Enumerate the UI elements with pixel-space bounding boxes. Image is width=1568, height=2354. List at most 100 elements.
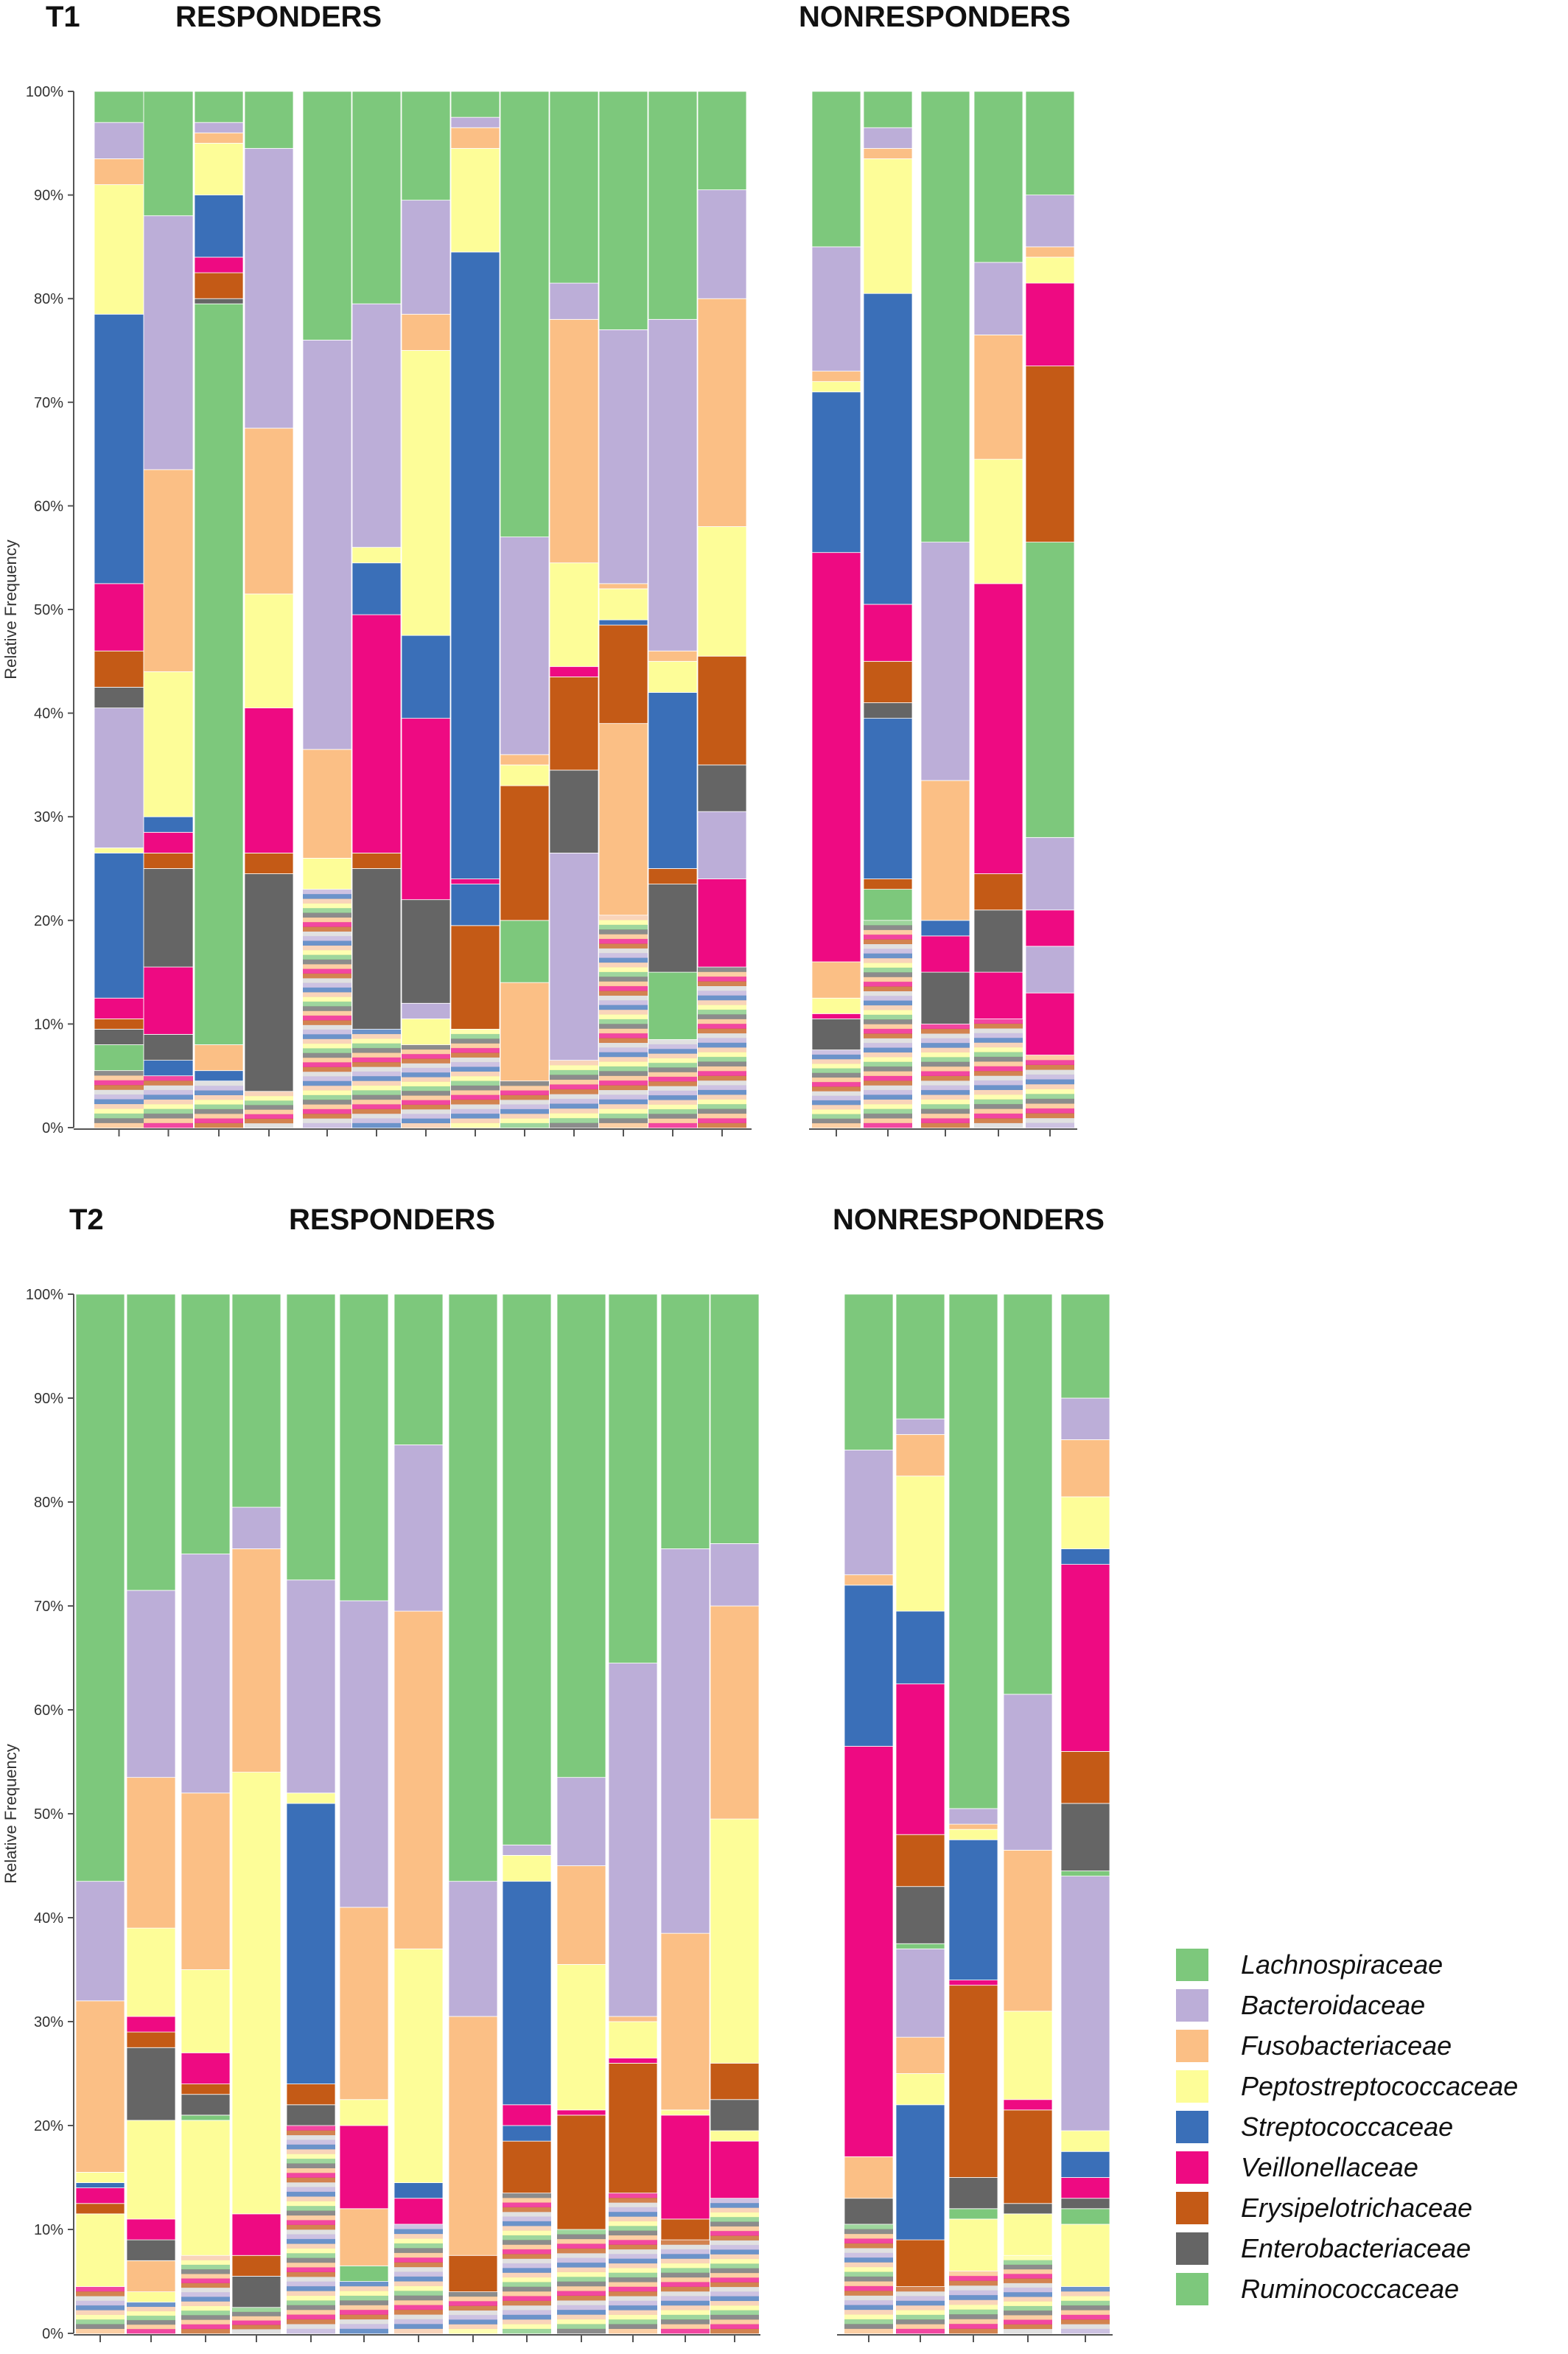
bar-segment-lachnospiraceae — [1003, 1293, 1053, 1695]
minor-taxa-segment — [661, 2244, 710, 2250]
minor-taxa-segment — [921, 1108, 970, 1114]
bar-segment-peptostreptococcaceae — [811, 381, 861, 393]
minor-taxa-segment — [844, 2324, 893, 2329]
minor-taxa-segment — [451, 1047, 500, 1053]
bar-segment-lachnospiraceae — [556, 1293, 606, 1778]
bar-segment-erysipelotrichaceae — [181, 2084, 231, 2095]
minor-taxa-segment — [352, 1118, 401, 1123]
minor-taxa-segment — [974, 1094, 1023, 1100]
minor-taxa-segment — [599, 1099, 648, 1105]
legend-item: Streptococcaceae — [1176, 2106, 1544, 2147]
minor-taxa-segment — [449, 2328, 497, 2334]
bar-segment-erysipelotrichaceae — [710, 2062, 760, 2100]
minor-taxa-segment — [557, 2267, 606, 2272]
minor-taxa-segment — [599, 1024, 648, 1029]
bar-segment-erysipelotrichaceae — [948, 1985, 998, 2178]
minor-taxa-segment — [1004, 2328, 1052, 2334]
minor-taxa-segment — [599, 1061, 648, 1067]
bar-segment-lachnospiraceae — [450, 91, 500, 118]
bar-segment-veillonellaceae — [920, 935, 970, 973]
bar-segment-veillonellaceae — [1025, 909, 1075, 947]
minor-taxa-segment — [864, 1033, 912, 1038]
bar-segment-streptococcaceae — [75, 2182, 125, 2189]
minor-taxa-segment — [352, 1052, 401, 1058]
minor-taxa-segment — [949, 2285, 998, 2291]
y-tick-label: 80% — [34, 1495, 63, 1511]
minor-taxa-segment — [864, 972, 912, 977]
minor-taxa-segment — [245, 1114, 293, 1119]
minor-taxa-segment — [287, 2144, 335, 2150]
bar-segment-fusobacteriaceae — [194, 132, 244, 144]
minor-taxa-segment — [557, 2314, 606, 2320]
bar-segment-erysipelotrichaceae — [895, 2239, 945, 2287]
minor-taxa-segment — [232, 2316, 281, 2321]
minor-taxa-segment — [303, 917, 351, 923]
bar-segment-fusobacteriaceae — [608, 2016, 658, 2022]
minor-taxa-segment — [352, 1099, 401, 1105]
minor-taxa-segment — [94, 1113, 144, 1119]
legend-swatch — [1176, 1988, 1208, 2022]
minor-taxa-segment — [352, 1122, 401, 1128]
minor-taxa-segment — [181, 2315, 230, 2320]
minor-taxa-segment — [402, 1067, 450, 1073]
bar-segment-peptostreptococcaceae — [351, 547, 402, 564]
minor-taxa-segment — [144, 1122, 193, 1128]
minor-taxa-segment — [449, 2291, 497, 2297]
minor-taxa-segment — [303, 889, 351, 895]
minor-taxa-segment — [144, 1085, 193, 1091]
bar-segment-peptostreptococcaceae — [75, 2213, 125, 2287]
bar-segment-peptostreptococcaceae — [660, 2109, 710, 2116]
bar-segment-erysipelotrichaceae — [286, 2084, 336, 2106]
minor-taxa-segment — [287, 2262, 335, 2268]
minor-taxa-segment — [500, 1108, 549, 1114]
bar-segment-lachnospiraceae — [94, 91, 144, 123]
minor-taxa-segment — [287, 2300, 335, 2305]
minor-taxa-segment — [503, 2324, 551, 2329]
minor-taxa-segment — [812, 1068, 861, 1073]
minor-taxa-segment — [812, 1077, 861, 1083]
minor-taxa-segment — [599, 977, 648, 982]
bar-segment-peptostreptococcaceae — [1060, 1496, 1110, 1549]
minor-taxa-segment — [698, 1038, 746, 1043]
minor-taxa-segment — [303, 1029, 351, 1035]
bar-segment-enterobacteriaceae — [143, 1034, 194, 1061]
minor-taxa-segment — [287, 2267, 335, 2272]
minor-taxa-segment — [394, 2224, 443, 2229]
bar-segment-streptococcaceae — [648, 692, 698, 869]
minor-taxa-segment — [710, 2258, 759, 2264]
minor-taxa-segment — [181, 2305, 230, 2311]
bar-segment-peptostreptococcaceae — [1060, 2130, 1110, 2152]
bar-segment-enterobacteriaceae — [94, 687, 144, 708]
bar-segment-enterobacteriaceae — [1003, 2203, 1053, 2215]
minor-taxa-segment — [896, 2314, 945, 2320]
minor-taxa-segment — [303, 1066, 351, 1072]
minor-taxa-segment — [710, 2263, 759, 2269]
bar-segment-peptostreptococcaceae — [231, 1772, 281, 2215]
minor-taxa-segment — [661, 2310, 710, 2315]
minor-taxa-segment — [303, 964, 351, 969]
bar-segment-peptostreptococcaceae — [1060, 2224, 1110, 2287]
minor-taxa-segment — [402, 1049, 450, 1055]
minor-taxa-segment — [195, 1104, 243, 1109]
minor-taxa-segment — [864, 996, 912, 1001]
bar-responders-11 — [608, 1293, 658, 2334]
bar-segment-erysipelotrichaceae — [598, 624, 648, 724]
legend-swatch — [1176, 2151, 1208, 2184]
y-tick-label: 50% — [34, 1806, 63, 1823]
minor-taxa-segment — [609, 2282, 657, 2287]
minor-taxa-segment — [599, 1019, 648, 1024]
bar-segment-ruminococcaceae — [863, 889, 913, 921]
minor-taxa-segment — [599, 1094, 648, 1100]
bar-segment-veillonellaceae — [401, 718, 451, 901]
bar-segment-peptostreptococcaceae — [608, 2021, 658, 2058]
minor-taxa-segment — [181, 2274, 230, 2279]
bar-segment-erysipelotrichaceae — [231, 2255, 281, 2277]
y-tick-label: 70% — [34, 1599, 63, 1615]
minor-taxa-segment — [127, 2328, 175, 2334]
minor-taxa-segment — [710, 2286, 759, 2292]
minor-taxa-segment — [287, 2168, 335, 2173]
bar-nonresponders-4 — [1003, 1293, 1053, 2334]
minor-taxa-segment — [599, 1033, 648, 1038]
minor-taxa-segment — [94, 1122, 144, 1128]
minor-taxa-segment — [451, 1029, 500, 1035]
